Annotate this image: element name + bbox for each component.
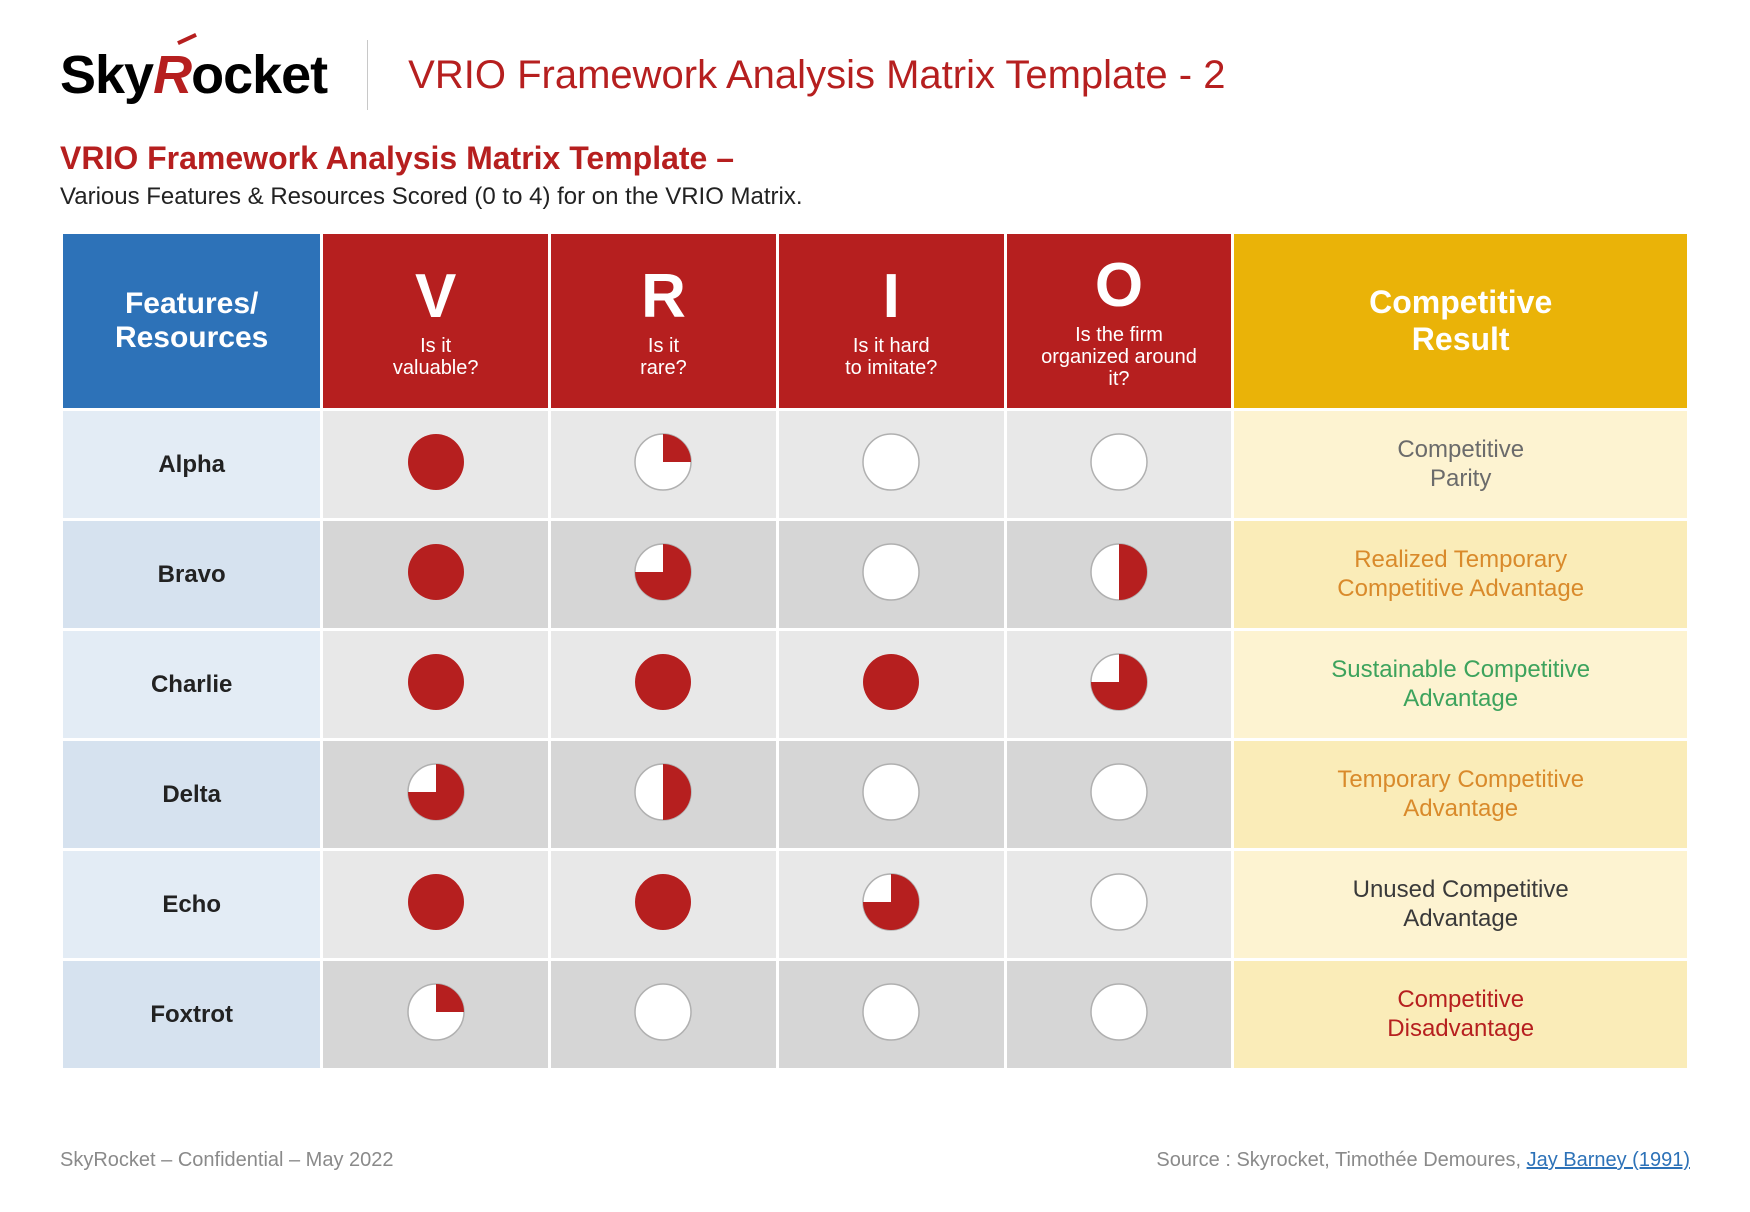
vrio-matrix-table: Features/Resources V Is itvaluable? R Is… <box>60 231 1690 1071</box>
score-cell <box>322 520 550 630</box>
feature-name: Charlie <box>62 630 322 740</box>
matrix-subtitle: VRIO Framework Analysis Matrix Template … <box>60 140 1690 177</box>
col-header-features: Features/Resources <box>62 233 322 410</box>
score-cell <box>777 520 1005 630</box>
score-cell <box>777 850 1005 960</box>
col-header-result: CompetitiveResult <box>1233 233 1689 410</box>
matrix-body: Alpha CompetitiveParity Bravo Realized Temp… <box>62 410 1689 1070</box>
score-cell <box>1005 960 1233 1070</box>
score-cell <box>322 850 550 960</box>
logo: SkyRocket <box>60 44 327 106</box>
col-header-r: R Is itrare? <box>550 233 778 410</box>
score-cell <box>777 960 1005 1070</box>
r-question: Is itrare? <box>561 335 766 379</box>
feature-name: Delta <box>62 740 322 850</box>
score-cell <box>322 740 550 850</box>
score-cell <box>1005 520 1233 630</box>
score-cell <box>1005 850 1233 960</box>
score-cell <box>777 740 1005 850</box>
result-cell: CompetitiveParity <box>1233 410 1689 520</box>
slide-footer: SkyRocket – Confidential – May 2022 Sour… <box>60 1149 1690 1172</box>
slide-title: VRIO Framework Analysis Matrix Template … <box>408 53 1225 98</box>
score-cell <box>550 740 778 850</box>
table-row: Delta Temporary CompetitiveAdvantage <box>62 740 1689 850</box>
score-cell <box>777 630 1005 740</box>
table-row: Echo Unused CompetitiveAdvantage <box>62 850 1689 960</box>
logo-part3: ocket <box>191 45 327 105</box>
feature-name: Alpha <box>62 410 322 520</box>
score-cell <box>777 410 1005 520</box>
score-cell <box>550 410 778 520</box>
table-row: Charlie Sustainable CompetitiveAdvantage <box>62 630 1689 740</box>
score-cell <box>550 850 778 960</box>
score-cell <box>322 630 550 740</box>
table-row: Bravo Realized TemporaryCompetitive Advan… <box>62 520 1689 630</box>
result-cell: Unused CompetitiveAdvantage <box>1233 850 1689 960</box>
result-cell: CompetitiveDisadvantage <box>1233 960 1689 1070</box>
footer-source-link[interactable]: Jay Barney (1991) <box>1527 1149 1690 1171</box>
score-cell <box>550 520 778 630</box>
score-cell <box>322 410 550 520</box>
feature-name: Bravo <box>62 520 322 630</box>
footer-left: SkyRocket – Confidential – May 2022 <box>60 1149 394 1172</box>
score-cell <box>1005 410 1233 520</box>
result-cell: Sustainable CompetitiveAdvantage <box>1233 630 1689 740</box>
score-cell <box>550 960 778 1070</box>
footer-right: Source : Skyrocket, Timothée Demoures, J… <box>1156 1149 1690 1172</box>
logo-part1: Sky <box>60 45 153 105</box>
footer-source-prefix: Source : Skyrocket, Timothée Demoures, <box>1156 1149 1526 1171</box>
v-question: Is itvaluable? <box>333 335 538 379</box>
header-row: Features/Resources V Is itvaluable? R Is… <box>62 233 1689 410</box>
table-row: Alpha CompetitiveParity <box>62 410 1689 520</box>
logo-part2: R <box>153 45 191 105</box>
col-header-o: O Is the firmorganized aroundit? <box>1005 233 1233 410</box>
col-header-i: I Is it hardto imitate? <box>777 233 1005 410</box>
score-cell <box>550 630 778 740</box>
score-cell <box>1005 740 1233 850</box>
o-letter: O <box>1017 252 1222 320</box>
matrix-description: Various Features & Resources Scored (0 t… <box>60 183 1690 211</box>
slide-header: SkyRocket VRIO Framework Analysis Matrix… <box>60 40 1690 110</box>
feature-name: Echo <box>62 850 322 960</box>
feature-name: Foxtrot <box>62 960 322 1070</box>
v-letter: V <box>333 263 538 331</box>
result-cell: Realized TemporaryCompetitive Advantage <box>1233 520 1689 630</box>
i-letter: I <box>789 263 994 331</box>
i-question: Is it hardto imitate? <box>789 335 994 379</box>
result-cell: Temporary CompetitiveAdvantage <box>1233 740 1689 850</box>
score-cell <box>322 960 550 1070</box>
table-row: Foxtrot CompetitiveDisadvantage <box>62 960 1689 1070</box>
o-question: Is the firmorganized aroundit? <box>1017 324 1222 390</box>
header-divider <box>367 40 368 110</box>
r-letter: R <box>561 263 766 331</box>
score-cell <box>1005 630 1233 740</box>
col-header-v: V Is itvaluable? <box>322 233 550 410</box>
